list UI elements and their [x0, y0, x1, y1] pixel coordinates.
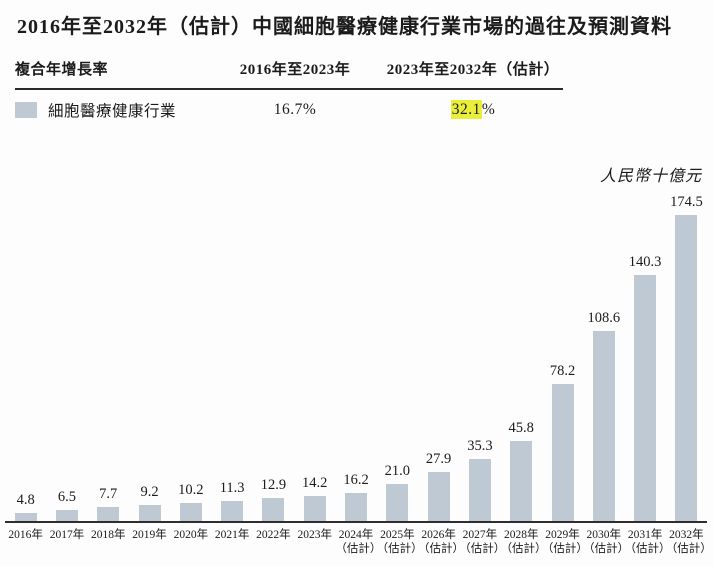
bar	[55, 510, 78, 521]
bar	[221, 501, 244, 521]
x-axis-tick-label: 2020年	[173, 529, 209, 541]
bar	[262, 498, 285, 521]
bar	[345, 493, 368, 521]
bar	[592, 331, 615, 521]
x-axis-tick-label: 2024年 （估計）	[335, 529, 382, 555]
bar-column: 108.6	[583, 310, 624, 521]
bar-value-label: 140.3	[628, 254, 662, 270]
x-axis-tick-label: 2032年 （估計）	[665, 529, 712, 555]
x-axis-tick-label: 2019年	[132, 529, 167, 541]
bar-column: 21.0	[377, 463, 418, 521]
bar-value-label: 6.5	[57, 489, 76, 505]
bar-column: 78.2	[542, 363, 583, 521]
bars-row: 4.8 6.5 7.7 9.2 10.2 11.3 12.9 14.2 16.2 21.0 27.9…	[5, 191, 707, 523]
bar-column: 7.7	[88, 486, 129, 521]
bar-column: 174.5	[666, 194, 707, 521]
bar-value-label: 174.5	[670, 194, 703, 210]
bar	[179, 503, 202, 521]
x-axis-tick-label: 2027年 （估計）	[459, 529, 506, 555]
x-axis-tick-label: 2022年	[256, 529, 291, 541]
x-axis-labels: 2016年 2017年 2018年 2019年 2020年 2021年 2022年 2023年…	[5, 523, 712, 556]
bar-value-label: 10.2	[178, 482, 204, 498]
bar-column: 14.2	[294, 475, 335, 521]
bar-column: 27.9	[418, 451, 459, 521]
bar	[138, 505, 161, 521]
page-title: 2016年至2032年（估計）中國細胞醫療健康行業市場的過往及預測資料	[17, 16, 672, 38]
bar-column: 16.2	[335, 472, 376, 521]
series-legend: 細胞醫療健康行業	[15, 99, 207, 121]
x-axis-tick-label: 2023年	[297, 529, 332, 541]
bar-column: 9.2	[129, 484, 170, 521]
bar-value-label: 45.8	[508, 420, 534, 436]
cagr-header-label: 複合年增長率	[15, 62, 109, 78]
bar	[14, 513, 37, 521]
bar	[468, 459, 491, 521]
bar-column: 35.3	[459, 438, 500, 521]
highlighted-cagr-value: 32.1	[450, 100, 482, 119]
cagr-table-row: 細胞醫療健康行業 16.7% 32.1%	[15, 99, 563, 121]
cagr-value-2016-2023: 16.7%	[273, 101, 317, 118]
bar-value-label: 35.3	[467, 438, 493, 454]
bar	[97, 507, 120, 521]
bar-value-label: 4.8	[16, 492, 35, 508]
bar-column: 11.3	[211, 480, 252, 521]
bar-value-label: 9.2	[140, 484, 159, 500]
bar-value-label: 78.2	[549, 363, 576, 379]
x-axis-tick-label: 2021年	[214, 529, 250, 541]
cagr-header-period-2023-2032: 2023年至2032年（估計）	[386, 62, 560, 78]
cagr-table: 複合年增長率 2016年至2023年 2023年至2032年（估計） 細胞醫療健…	[15, 58, 563, 121]
cagr-value-2023-2032: 32.1%	[383, 100, 563, 119]
x-axis-tick-label: 2017年	[49, 529, 85, 541]
x-axis-tick-label: 2025年 （估計）	[376, 529, 423, 555]
bar-value-label: 27.9	[425, 451, 452, 467]
bar-value-label: 21.0	[384, 463, 410, 479]
bar-value-label: 14.2	[302, 475, 328, 491]
x-axis-tick-label: 2028年 （估計）	[500, 529, 547, 555]
bar-value-label: 12.9	[260, 477, 287, 493]
bar-chart: 4.8 6.5 7.7 9.2 10.2 11.3 12.9 14.2 16.2 21.0 27.9…	[5, 191, 712, 556]
bar-value-label: 11.3	[219, 480, 245, 496]
bar-column: 10.2	[170, 482, 211, 521]
bar	[386, 484, 409, 521]
x-axis-tick-label: 2031年 （估計）	[624, 529, 671, 555]
bar-value-label: 108.6	[587, 310, 621, 326]
bar-column: 45.8	[501, 420, 542, 521]
bar	[675, 215, 698, 521]
bar-value-label: 7.7	[99, 486, 118, 502]
x-axis-tick-label: 2016年	[8, 529, 43, 541]
x-axis-tick-label: 2026年 （估計）	[417, 529, 464, 555]
x-axis-tick-label: 2029年 （估計）	[541, 529, 588, 555]
bar-column: 6.5	[46, 489, 87, 521]
bar-column: 12.9	[253, 477, 294, 521]
bar-value-label: 16.2	[343, 472, 369, 488]
bar-column: 140.3	[624, 254, 665, 521]
bar	[634, 275, 657, 521]
legend-swatch	[15, 102, 37, 118]
cagr-header-period-2016-2023: 2016年至2023年	[239, 62, 351, 78]
bar	[427, 472, 450, 521]
series-label: 細胞醫療健康行業	[48, 103, 177, 120]
table-divider	[15, 88, 563, 90]
bar	[303, 496, 326, 521]
bar	[551, 384, 574, 521]
axis-unit-label: 人民幣十億元	[599, 168, 702, 185]
percent-suffix: %	[481, 101, 496, 118]
cagr-table-header: 複合年增長率 2016年至2023年 2023年至2032年（估計）	[15, 58, 563, 79]
x-axis-tick-label: 2030年 （估計）	[583, 529, 630, 555]
bar-column: 4.8	[5, 492, 46, 521]
bar	[510, 441, 533, 521]
x-axis-tick-label: 2018年	[90, 529, 126, 541]
